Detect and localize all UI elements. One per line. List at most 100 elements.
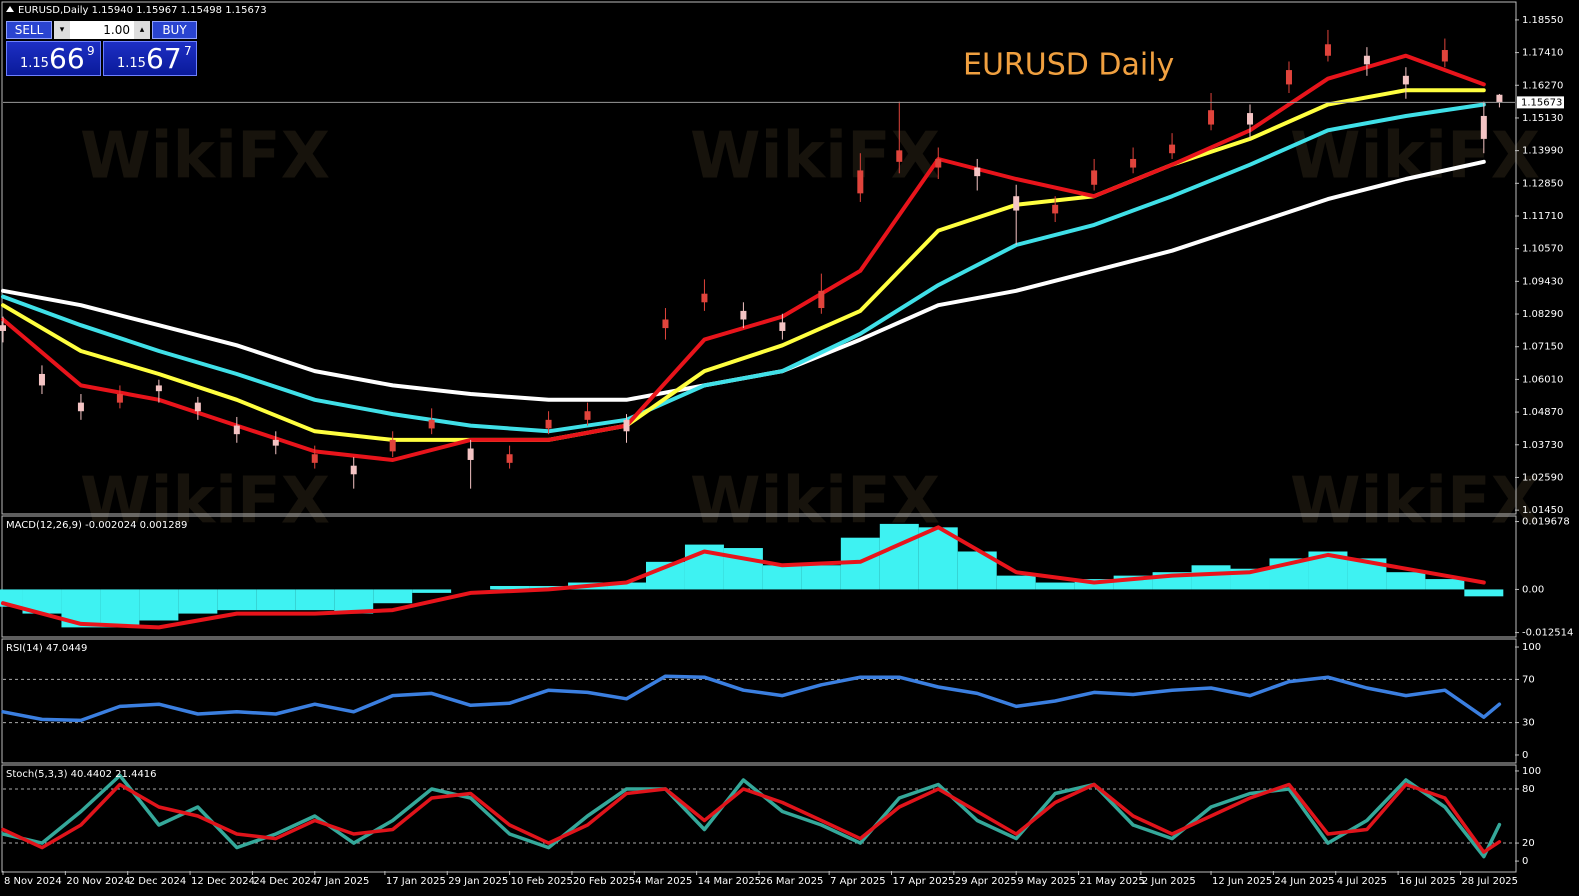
macd-bar (762, 565, 802, 590)
x-tick-label: 24 Jun 2025 (1274, 876, 1334, 887)
x-tick-label: 21 May 2025 (1080, 876, 1145, 887)
y-tick-label: 1.01450 (1522, 505, 1563, 516)
watermark: WikiFX (80, 465, 330, 539)
macd-bar (217, 589, 257, 611)
x-tick-label: 17 Apr 2025 (892, 876, 954, 887)
macd-bar (801, 565, 841, 590)
symbol-line: EURUSD,Daily 1.15940 1.15967 1.15498 1.1… (18, 5, 267, 16)
macd-bar (412, 589, 452, 593)
y-tick-label: 20 (1522, 838, 1535, 849)
y-tick-label: 1.10570 (1522, 244, 1563, 255)
macd-bar (1191, 565, 1231, 590)
x-tick-label: 29 Apr 2025 (955, 876, 1017, 887)
x-tick-label: 12 Jun 2025 (1212, 876, 1272, 887)
candle-body (116, 394, 123, 403)
moving-average (1, 88, 1486, 442)
lot-value[interactable]: 1.00 (103, 23, 130, 37)
ask-main: 67 (146, 42, 182, 75)
x-tick-label: 7 Jan 2025 (316, 876, 370, 887)
x-tick-label: 12 Dec 2024 (191, 876, 255, 887)
candle-body (77, 402, 84, 412)
candle-body (545, 419, 552, 429)
lot-decrease[interactable]: ▾ (54, 21, 70, 39)
y-tick-label: 1.08290 (1522, 309, 1563, 320)
watermark: WikiFX (1290, 120, 1540, 194)
indicator-line (1, 782, 1502, 854)
x-tick-label: 29 Jan 2025 (448, 876, 508, 887)
x-tick-label: 14 Mar 2025 (698, 876, 761, 887)
y-tick-label: 1.06010 (1522, 374, 1563, 385)
x-tick-label: 8 Nov 2024 (4, 876, 62, 887)
lot-field[interactable]: ▾ 1.00 ▴ (54, 21, 150, 39)
y-tick-label: 80 (1522, 784, 1535, 795)
panel-label: RSI(14) 47.0449 (6, 643, 87, 654)
candle-body (1013, 196, 1020, 211)
candle-body (1130, 158, 1137, 168)
candle-body (662, 319, 669, 329)
candle-body (701, 293, 708, 303)
x-tick-label: 4 Mar 2025 (635, 876, 692, 887)
candle-body (1285, 70, 1292, 85)
ask-quote[interactable]: 1.15 67 7 (103, 41, 197, 76)
macd-bar (918, 527, 958, 590)
y-tick-label: 100 (1522, 766, 1541, 777)
candle-body (1091, 170, 1098, 185)
macd-bar (373, 589, 413, 604)
watermark: WikiFX (690, 120, 940, 194)
candle-body (389, 439, 396, 452)
y-tick-label: 70 (1522, 674, 1535, 685)
y-tick-label: 1.16270 (1522, 80, 1563, 91)
candle-body (272, 439, 279, 446)
sell-button[interactable]: SELL (6, 21, 52, 39)
candle-body (233, 425, 240, 435)
lot-increase[interactable]: ▴ (134, 21, 150, 39)
moving-average (1, 159, 1486, 402)
candle-body (935, 158, 942, 168)
bid-big: 1.15 (20, 56, 49, 71)
y-tick-label: 100 (1522, 642, 1541, 653)
panel-frame (1, 638, 1517, 764)
candle-body (38, 373, 45, 386)
watermark: WikiFX (1290, 465, 1540, 539)
candle-body (974, 167, 981, 177)
candle-body (779, 322, 786, 331)
candle-body (857, 170, 864, 194)
macd-bar (490, 585, 530, 590)
panel-frame (1, 764, 1517, 873)
y-tick-label: 0 (1522, 856, 1528, 867)
y-tick-label: 30 (1522, 718, 1535, 729)
buy-button[interactable]: BUY (152, 21, 197, 39)
y-tick-label: 1.03730 (1522, 440, 1563, 451)
candle-body (1247, 113, 1254, 125)
x-tick-label: 24 Dec 2024 (253, 876, 317, 887)
bid-main: 66 (49, 42, 85, 75)
candle-body (818, 290, 825, 309)
panel-frame (1, 1, 1517, 515)
panel-frame (1, 515, 1517, 638)
macd-bar (1425, 579, 1465, 590)
x-tick-label: 2 Jun 2025 (1142, 876, 1196, 887)
x-tick-label: 28 Jul 2025 (1461, 876, 1518, 887)
candle-body (467, 448, 474, 460)
y-tick-label: 1.13990 (1522, 146, 1563, 157)
x-tick-label: 20 Feb 2025 (573, 876, 635, 887)
candle-body (623, 419, 630, 432)
moving-average (1, 102, 1486, 434)
candle-body (194, 402, 201, 412)
macd-bar (996, 575, 1036, 590)
x-tick-label: 10 Feb 2025 (511, 876, 573, 887)
last-price-box (1517, 96, 1564, 109)
signal-line (1, 525, 1486, 630)
bid-quote[interactable]: 1.15 66 9 (6, 41, 101, 76)
y-tick-label: 1.09430 (1522, 276, 1563, 287)
y-tick-label: 1.17410 (1522, 48, 1563, 59)
panel-label: MACD(12,26,9) -0.002024 0.001289 (6, 520, 187, 531)
last-price-label: 1.15673 (1521, 97, 1562, 108)
macd-bar (256, 589, 296, 611)
macd-bar (607, 582, 646, 590)
collapse-icon[interactable] (6, 6, 14, 12)
y-tick-label: 1.11710 (1522, 211, 1563, 222)
y-tick-label: 1.12850 (1522, 178, 1563, 189)
x-tick-label: 7 Apr 2025 (830, 876, 885, 887)
